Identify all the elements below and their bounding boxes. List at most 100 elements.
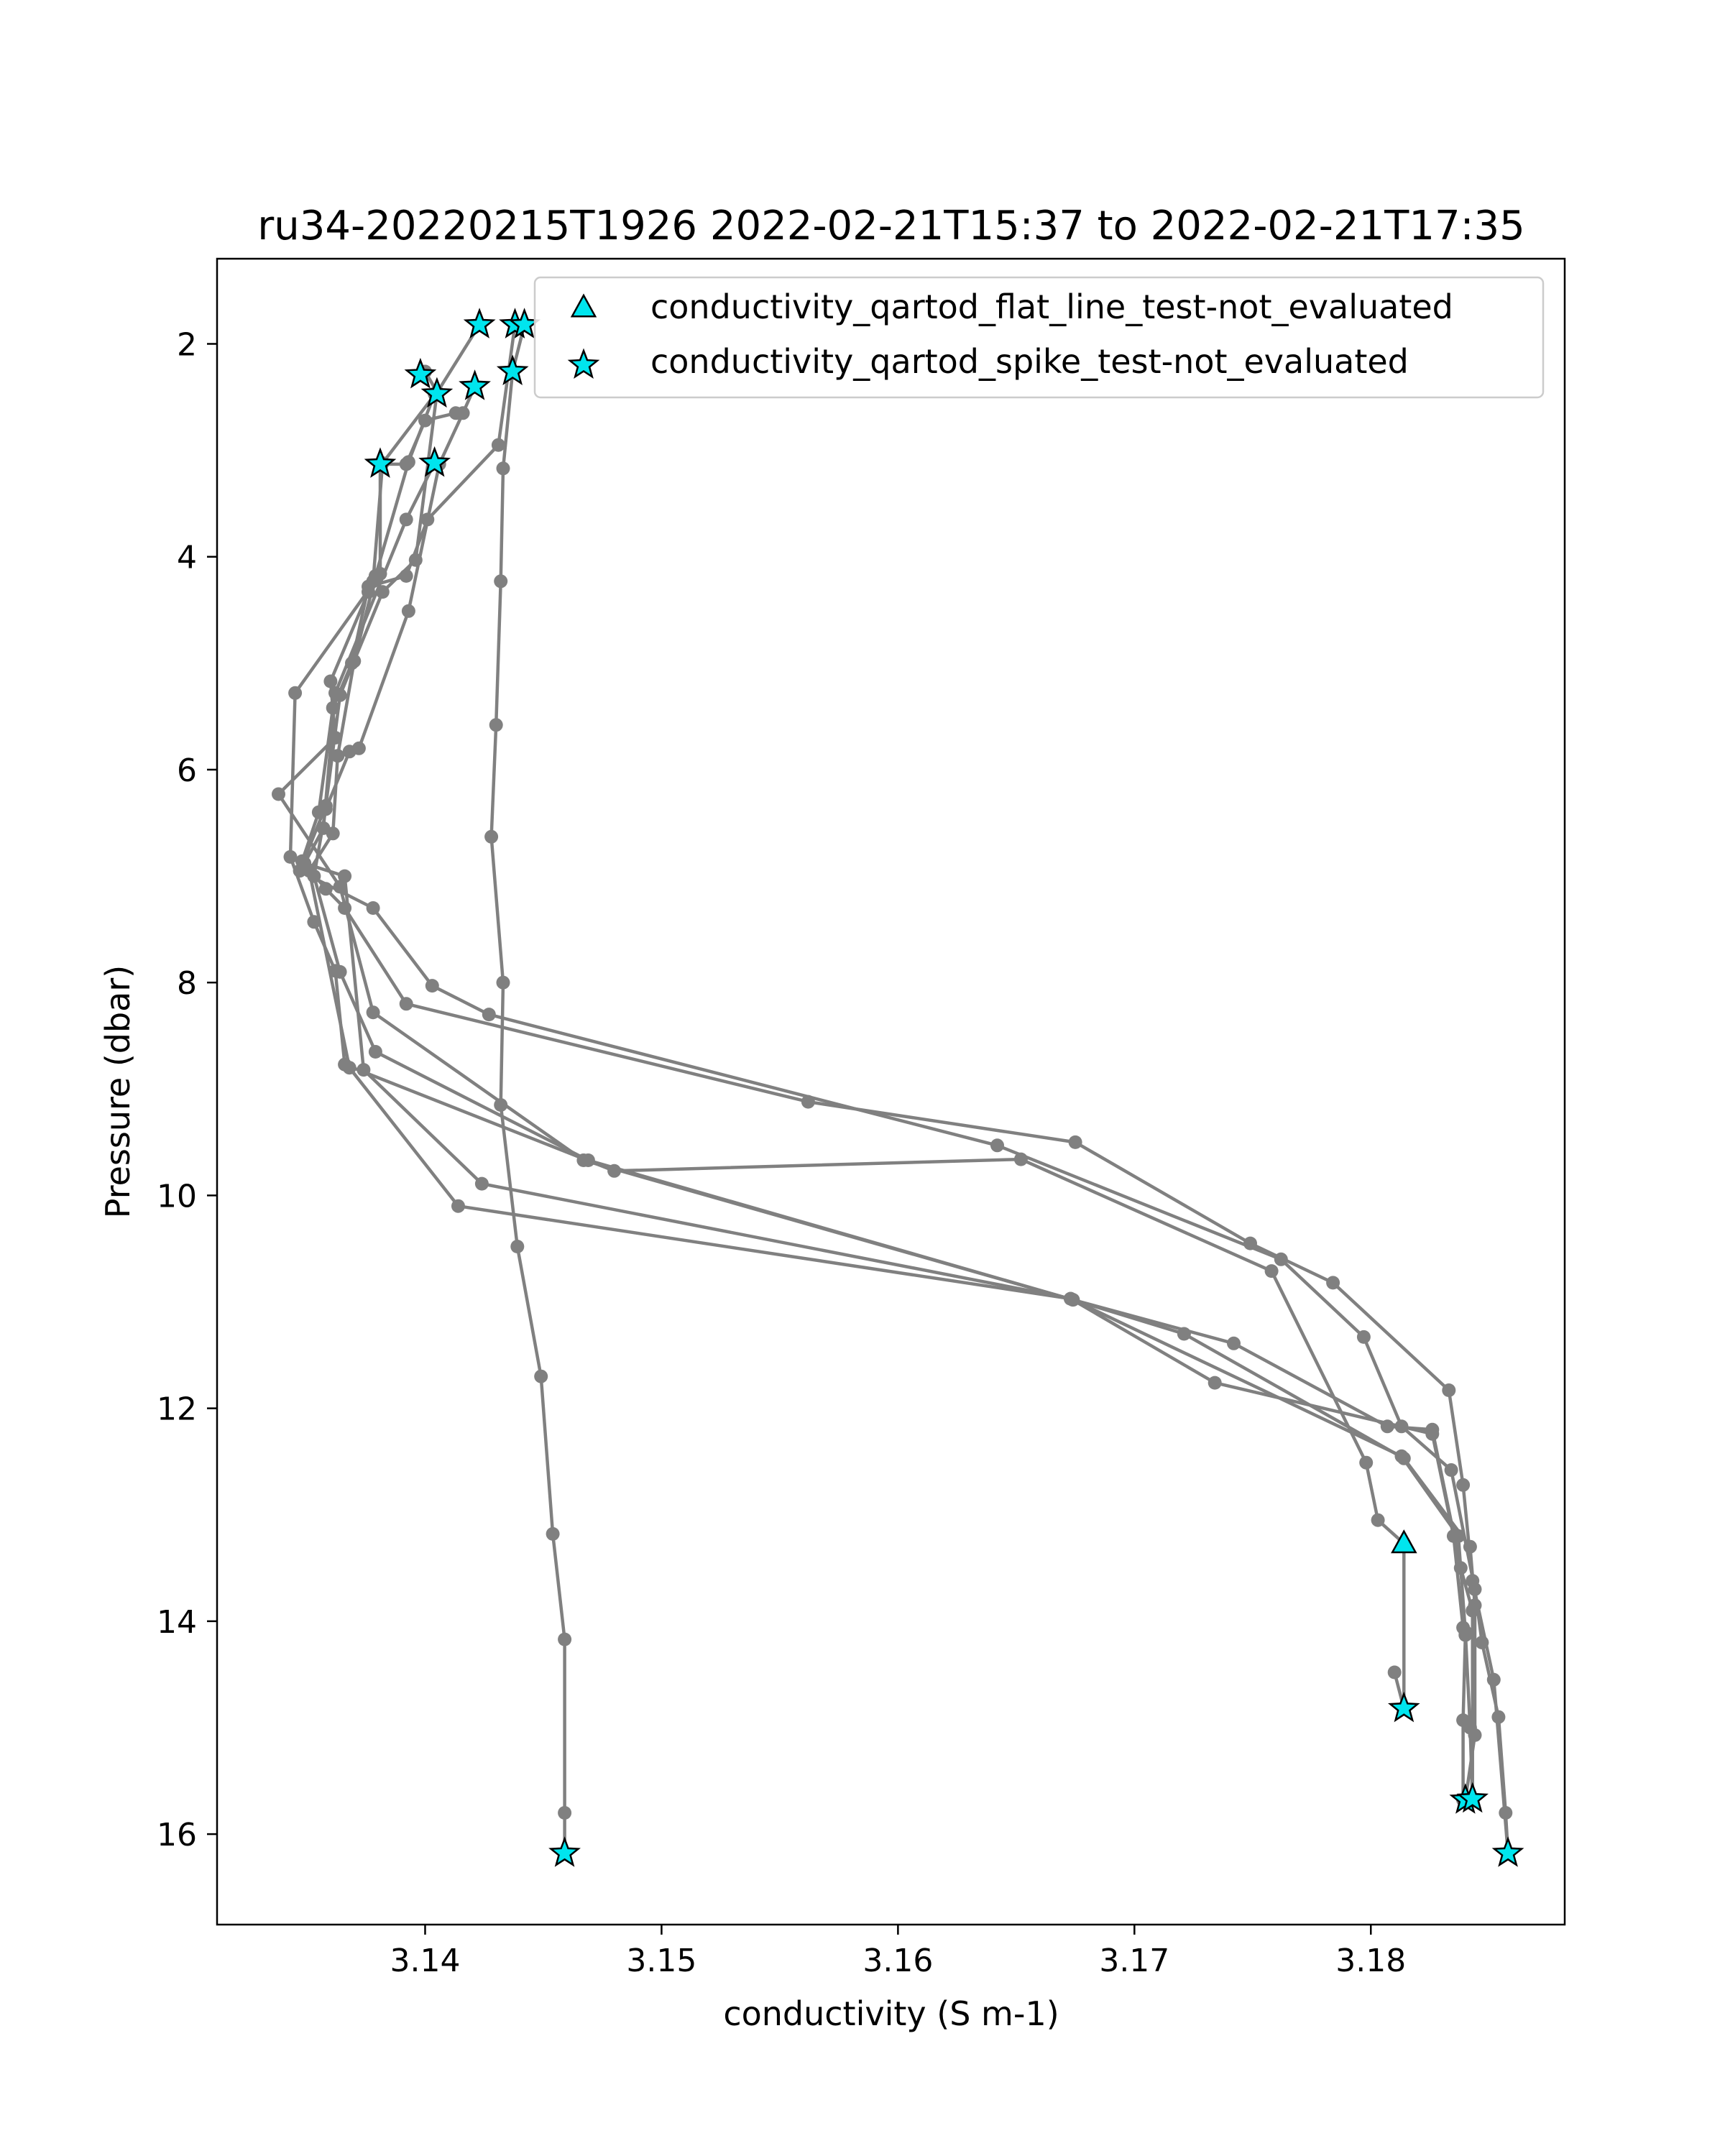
data-point: [326, 826, 340, 841]
spike-test-star-marker: [496, 354, 529, 386]
profile-line: [489, 323, 566, 1856]
data-point: [368, 1045, 382, 1059]
data-point: [302, 864, 316, 878]
y-tick-label: 14: [157, 1604, 197, 1641]
profile-line: [298, 323, 1510, 1856]
data-point: [1458, 1625, 1473, 1639]
data-point: [546, 1526, 560, 1541]
data-point: [347, 654, 362, 668]
data-point: [990, 1138, 1004, 1153]
data-point: [484, 829, 499, 844]
data-point: [366, 901, 380, 915]
spike-test-star-marker: [1456, 1782, 1489, 1813]
data-point: [368, 568, 382, 583]
data-point: [356, 1063, 371, 1077]
data-point: [1442, 1383, 1456, 1397]
y-tick-label: 4: [177, 540, 197, 576]
data-point: [399, 997, 413, 1011]
spike-test-star-marker: [459, 369, 491, 400]
data-point: [328, 686, 342, 700]
data-point: [1359, 1455, 1374, 1470]
spike-test-star-marker: [1387, 1691, 1420, 1723]
data-point: [1068, 1135, 1082, 1149]
data-point: [333, 880, 347, 894]
data-point: [342, 1061, 356, 1075]
data-point: [482, 1008, 496, 1022]
axes-frame: [216, 257, 1566, 1926]
data-point: [1444, 1463, 1458, 1477]
data-point: [558, 1806, 572, 1820]
data-point: [1475, 1636, 1489, 1649]
legend-box: [533, 276, 1545, 399]
y-tick-label: 16: [157, 1817, 197, 1853]
data-point: [283, 849, 298, 864]
data-point: [451, 1199, 465, 1213]
data-point: [1394, 1449, 1409, 1463]
y-tick-label: 2: [177, 326, 197, 363]
data-point: [399, 512, 413, 527]
spike-test-star-marker: [463, 308, 496, 338]
y-axis-label: Pressure (dbar): [98, 965, 137, 1218]
data-point: [558, 1632, 572, 1646]
data-point: [1387, 1665, 1402, 1680]
data-point: [1356, 1330, 1371, 1344]
data-point: [1456, 1478, 1471, 1492]
data-point: [401, 455, 415, 469]
flat-line-test-markers: [1391, 1529, 1417, 1554]
legend-label-flat-line-test: conductivity_qartod_flat_line_test-not_e…: [650, 287, 1453, 326]
plot-area: [272, 308, 1524, 1867]
legend-triangle-shape: [570, 293, 597, 318]
data-point: [272, 787, 285, 801]
legend-star-shape: [567, 348, 600, 379]
x-tick-label: 3.17: [1099, 1943, 1169, 1979]
data-point: [1463, 1539, 1477, 1554]
legend: conductivity_qartod_flat_line_test-not_e…: [533, 276, 1545, 399]
spike-test-markers: [364, 308, 1524, 1867]
y-tick-label: 6: [177, 752, 197, 789]
data-point: [425, 979, 439, 993]
spike-test-star-marker: [1491, 1836, 1524, 1867]
y-tick-label: 10: [157, 1178, 197, 1215]
x-tick-label: 3.18: [1335, 1943, 1406, 1979]
data-point: [581, 1153, 595, 1167]
chart-title: ru34-20220215T1926 2022-02-21T15:37 to 2…: [257, 203, 1524, 249]
axis-ticks: 3.14 3.15 3.16 3.17 3.18 2 4 6 8 10 12 14 16: [157, 326, 1406, 1979]
data-point: [1451, 1529, 1466, 1543]
spike-test-star-marker: [418, 446, 451, 477]
legend-label-spike-test: conductivity_qartod_spike_test-not_evalu…: [650, 342, 1409, 381]
data-point: [1463, 1720, 1477, 1735]
x-tick-label: 3.14: [390, 1943, 460, 1979]
data-point: [1371, 1513, 1385, 1527]
data-point: [1208, 1376, 1222, 1390]
x-axis-label: conductivity (S m-1): [723, 1994, 1059, 2033]
data-point: [1466, 1603, 1480, 1618]
flat-line-test-triangle-marker: [1391, 1529, 1417, 1554]
data-point: [1326, 1276, 1340, 1290]
data-point: [1227, 1336, 1241, 1350]
data-point: [338, 869, 352, 883]
data-point: [1013, 1152, 1028, 1166]
data-point: [333, 964, 347, 979]
spike-test-star-marker: [364, 447, 397, 478]
data-point: [510, 1240, 525, 1253]
data-point: [496, 461, 510, 476]
data-point: [489, 718, 503, 732]
data-point: [474, 1176, 489, 1191]
data-point: [323, 674, 338, 688]
data-point: [1499, 1806, 1513, 1820]
data-point: [534, 1369, 548, 1383]
data-point: [1264, 1264, 1279, 1279]
data-point: [1491, 1710, 1506, 1724]
data-point: [496, 975, 510, 990]
spike-test-star-marker: [404, 357, 437, 389]
x-tick-label: 3.16: [862, 1943, 933, 1979]
data-point: [288, 686, 303, 700]
data-point: [1064, 1291, 1077, 1306]
legend-triangle-marker: [570, 293, 597, 318]
data-point: [331, 749, 345, 763]
spike-test-star-marker: [548, 1836, 581, 1867]
data-point: [1425, 1427, 1440, 1441]
data-point: [1274, 1252, 1288, 1266]
data-point: [366, 1005, 380, 1020]
y-tick-label: 12: [157, 1391, 197, 1428]
